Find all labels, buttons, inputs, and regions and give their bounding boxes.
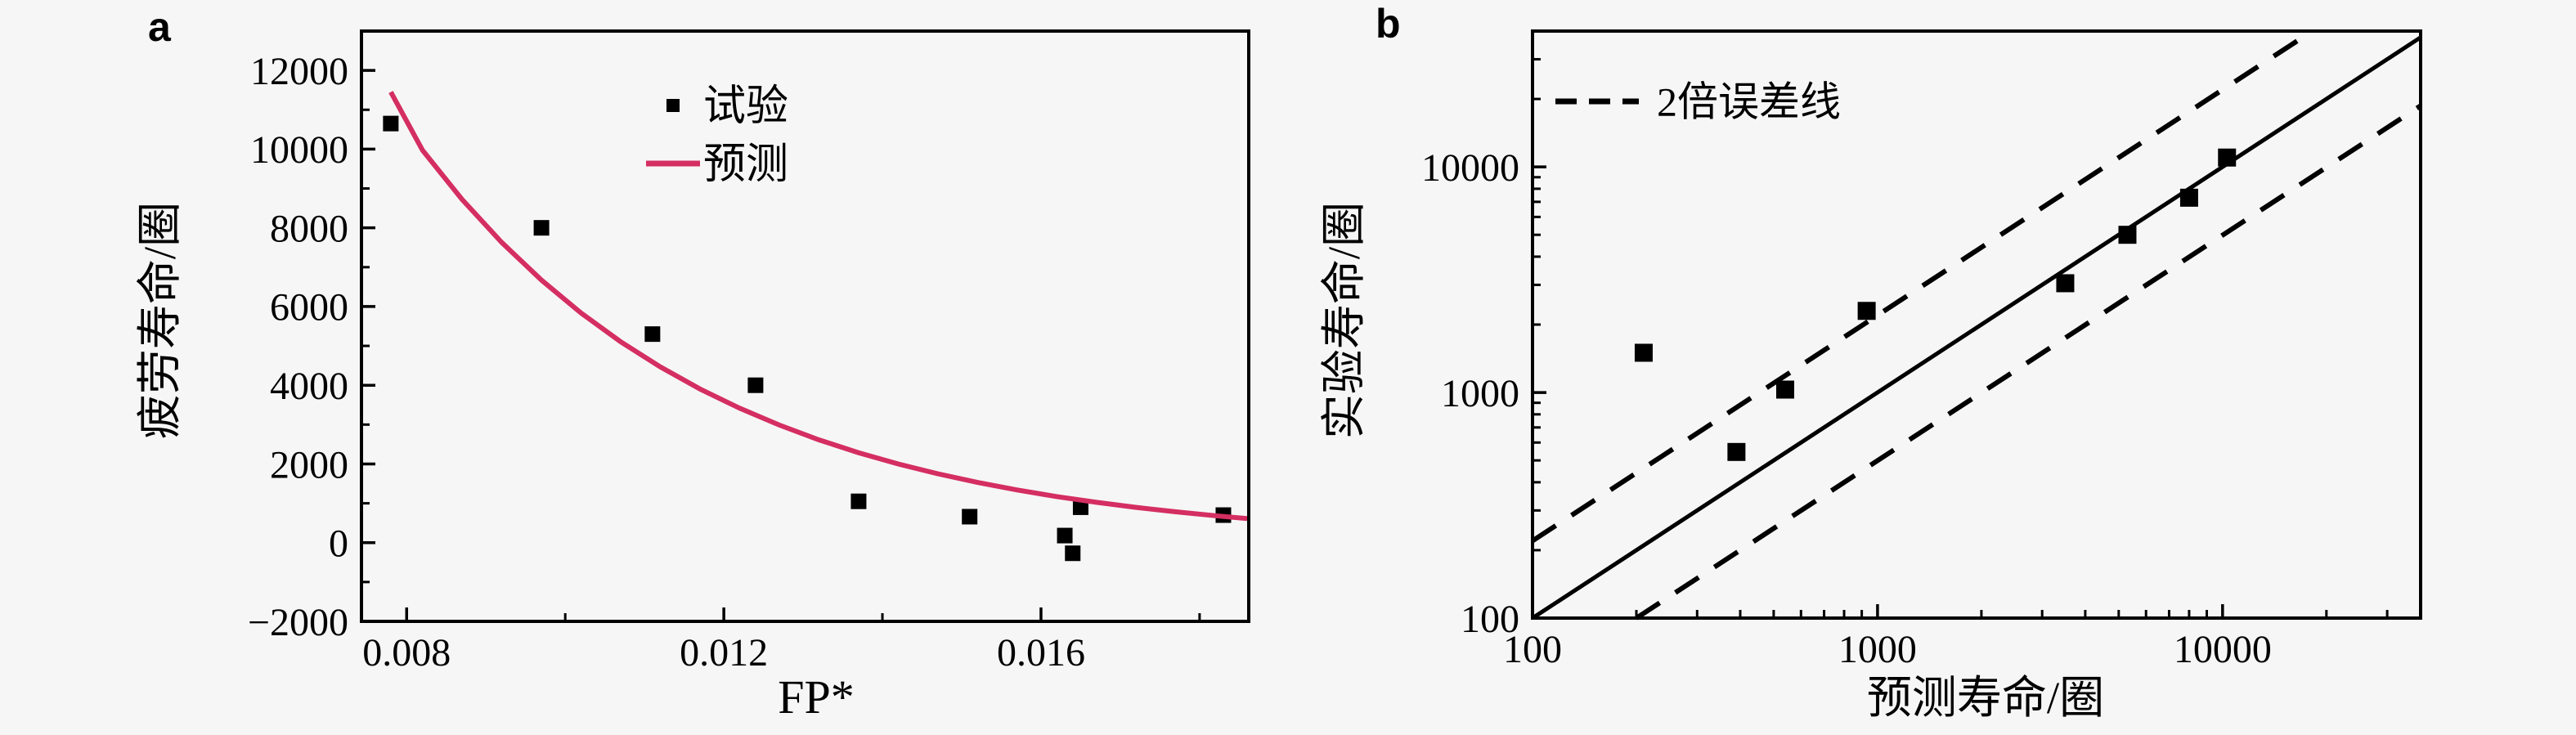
x-axis-title-b: 预测寿命/圈 bbox=[1867, 673, 2104, 723]
legend-label: 2倍误差线 bbox=[1657, 79, 1841, 125]
x-tick-label: 100 bbox=[1503, 628, 1562, 671]
plot-frame-a bbox=[360, 29, 1250, 623]
panel-label-b: b bbox=[1376, 1, 1401, 47]
data-point-marker bbox=[850, 493, 867, 509]
data-point-marker bbox=[1065, 545, 1081, 562]
y-tick-label: 10000 bbox=[1421, 146, 1519, 190]
panel-label-a: a bbox=[148, 4, 171, 50]
data-point-marker bbox=[644, 326, 661, 343]
x-tick-label: 1000 bbox=[1838, 628, 1917, 671]
x-axis-title-a: FP* bbox=[778, 670, 855, 724]
chart-b-series-数据点 bbox=[1634, 148, 2237, 461]
data-point-marker bbox=[1857, 302, 1876, 320]
chart-b: 100 1000 10000 100 1000 10000 预测寿命/圈 实验寿命/圈 2倍误差… bbox=[1319, 29, 2422, 723]
legend-label: 预测 bbox=[703, 141, 788, 188]
data-point-marker bbox=[383, 115, 399, 132]
data-point-marker bbox=[747, 377, 764, 393]
legend-marker-square bbox=[666, 99, 680, 112]
chart-a-series-预测 bbox=[388, 91, 1248, 522]
line-预测 bbox=[388, 91, 1248, 522]
y-axis-title-b: 实验寿命/圈 bbox=[1319, 202, 1369, 439]
chart-b-legend: 2倍误差线 bbox=[1555, 79, 1841, 125]
chart-a-series-试验 bbox=[383, 115, 1232, 562]
x-tick-label: 10000 bbox=[2174, 628, 2272, 671]
data-point-marker bbox=[962, 509, 978, 525]
y-tick-label: 100 bbox=[1461, 598, 1519, 641]
data-point-marker bbox=[1634, 343, 1653, 362]
line-等值线 y=x bbox=[1531, 35, 2422, 621]
data-point-marker bbox=[1072, 499, 1088, 515]
y-tick-label: 2000 bbox=[270, 443, 348, 486]
chart-b-series-等值线 y=x bbox=[1531, 35, 2422, 621]
y-tick-label: 4000 bbox=[270, 365, 348, 408]
chart-b-series-2倍误差线-上 bbox=[1531, 29, 2314, 544]
chart-a: 0.008 0.012 0.016 −2000 0 2000 4000 6000 8000 100… bbox=[135, 29, 1250, 724]
y-tick-label: −2000 bbox=[248, 601, 348, 644]
data-point-marker bbox=[1727, 442, 1746, 461]
y-tick-label: 6000 bbox=[270, 286, 348, 329]
dashed-line-2倍误差线-下 bbox=[1635, 103, 2422, 621]
data-point-marker bbox=[2056, 274, 2075, 293]
chart-b-ticks: 100 1000 10000 100 1000 10000 bbox=[1421, 57, 2389, 671]
data-point-marker bbox=[533, 220, 550, 236]
chart-b-series-2倍误差线-下 bbox=[1635, 103, 2422, 621]
y-tick-label: 12000 bbox=[250, 50, 348, 93]
legend-label: 试验 bbox=[703, 83, 788, 130]
x-tick-label: 0.012 bbox=[680, 631, 768, 674]
data-point-marker bbox=[1776, 380, 1795, 399]
chart-a-ticks: 0.008 0.012 0.016 −2000 0 2000 4000 6000 8000 100… bbox=[248, 50, 1201, 674]
dashed-line-2倍误差线-上 bbox=[1531, 29, 2314, 544]
x-tick-label: 0.016 bbox=[997, 631, 1085, 674]
x-tick-label: 0.008 bbox=[362, 631, 451, 674]
y-tick-label: 10000 bbox=[250, 128, 348, 172]
y-tick-label: 1000 bbox=[1441, 372, 1519, 415]
y-axis-title-a: 疲劳寿命/圈 bbox=[135, 202, 185, 439]
y-tick-label: 0 bbox=[329, 522, 348, 566]
data-point-marker bbox=[1057, 527, 1073, 544]
y-tick-label: 8000 bbox=[270, 207, 348, 250]
